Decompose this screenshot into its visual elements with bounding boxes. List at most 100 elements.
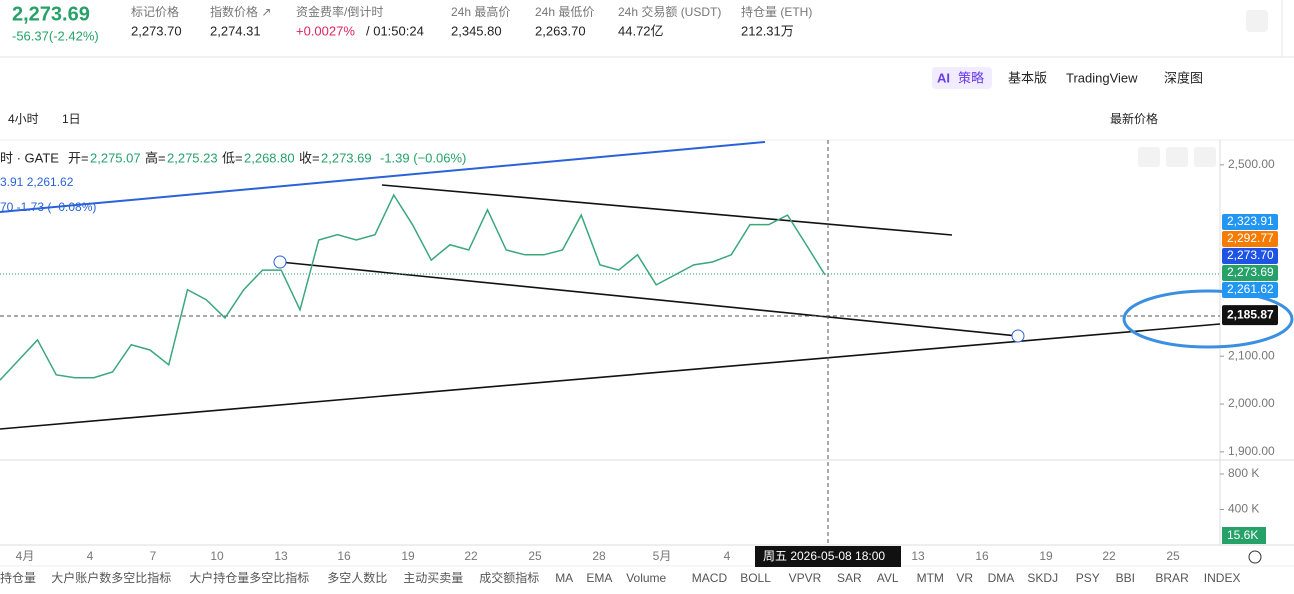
indicator-tab[interactable]: 主动买卖量 [403, 571, 463, 585]
chart-buttons [1138, 147, 1216, 167]
legend-key: 低= [222, 150, 243, 165]
indicator-tab[interactable]: 大户持仓量多空比指标 [189, 570, 309, 585]
indicator-tab[interactable]: SKDJ [1027, 571, 1058, 585]
indicator-tab[interactable]: BRAR [1155, 571, 1189, 585]
stat-label: 标记价格 [131, 4, 179, 19]
price-tag [1222, 231, 1278, 247]
legend-change: -1.39 (−0.06%) [380, 150, 466, 165]
tab[interactable]: 深度图 [1164, 70, 1203, 85]
legend-value: 2,273.69 [321, 150, 372, 165]
legend-value: 2,268.80 [244, 150, 295, 165]
stat-label: 24h 最低价 [535, 5, 594, 19]
price-mode[interactable]: 最新价格 [1110, 111, 1158, 126]
last-price: 2,273.69 [12, 3, 90, 25]
price-tag [1222, 214, 1278, 230]
price-change: -56.37(-2.42%) [12, 28, 99, 43]
x-tick-label: 13 [274, 549, 288, 563]
icon[interactable] [1246, 10, 1268, 32]
indicator-tab[interactable]: 持仓量 [0, 570, 36, 585]
interval[interactable]: 1日 [62, 112, 81, 126]
y-tick-label: 1,900.00 [1228, 444, 1275, 458]
indicator-tab[interactable]: INDEX [1204, 571, 1241, 585]
stat-value: / 01:50:24 [366, 23, 424, 38]
x-tick-label: 13 [911, 549, 925, 563]
x-tick-label: 16 [337, 549, 351, 563]
indicator-tab[interactable]: BBI [1116, 571, 1135, 585]
anchor[interactable] [273, 255, 287, 269]
indicator-tab[interactable]: VR [956, 571, 973, 585]
legend-line: 3.91 2,261.62 [0, 175, 74, 189]
price-tag [1222, 265, 1278, 281]
tab[interactable]: 基本版 [1008, 70, 1047, 85]
price-tag-label: 2,185.87 [1227, 307, 1274, 321]
settings-icon[interactable] [1248, 550, 1262, 564]
anchor[interactable] [1011, 329, 1025, 343]
indicator-tab[interactable]: MTM [917, 571, 944, 585]
legend-key: 收= [299, 150, 320, 165]
indicator-tab[interactable]: 大户账户数多空比指标 [51, 570, 171, 585]
y-tick-label: 2,500.00 [1228, 157, 1275, 171]
indicator-tab[interactable]: PSY [1076, 571, 1100, 585]
price-tag [1222, 282, 1278, 298]
indicator-tab[interactable]: MA [555, 571, 573, 585]
indicator-tab[interactable]: Volume [626, 571, 666, 585]
stat-label: 24h 交易额 (USDT) [618, 4, 721, 19]
price-tag-label: 2,273.70 [1227, 248, 1274, 262]
button[interactable] [1166, 147, 1188, 167]
x-tick-label: 19 [401, 549, 415, 563]
indicator-tab[interactable]: SAR [837, 571, 862, 585]
x-tick-label: 4 [87, 549, 94, 563]
tab[interactable]: AI [937, 70, 950, 85]
legend-line: 70 -1.73 (−0.08%) [0, 200, 96, 214]
tab-bg[interactable] [932, 67, 992, 89]
x-tick-label: 25 [528, 549, 542, 563]
interval[interactable]: 4小时 [8, 112, 39, 126]
indicator-tab[interactable]: AVL [877, 571, 899, 585]
crosshair-box [755, 546, 901, 567]
indicator-tab[interactable]: 多空人数比 [327, 570, 387, 585]
legend-symbol: 时 · GATE [0, 150, 59, 165]
x-tick-label: 28 [592, 549, 606, 563]
indicator-tab[interactable]: BOLL [740, 571, 771, 585]
stat-label: 资金费率/倒计时 [296, 4, 383, 19]
stat-value: 2,273.70 [131, 23, 182, 38]
price-line [0, 193, 826, 381]
x-tick-label: 25 [1166, 549, 1180, 563]
trend-line [381, 184, 953, 236]
x-tick-label: 16 [975, 549, 989, 563]
stat-label: 24h 最高价 [451, 4, 510, 19]
y-tick-label: 2,100.00 [1228, 348, 1275, 362]
price-tag-label: 2,292.77 [1227, 231, 1274, 245]
stat-label: 指数价格 ↗ [210, 4, 271, 19]
volume-tick-label: 400 K [1228, 502, 1259, 516]
indicator-tab[interactable]: DMA [988, 571, 1015, 585]
x-tick-label: 22 [1102, 549, 1116, 563]
price-tag [1222, 248, 1278, 264]
button[interactable] [1138, 147, 1160, 167]
tab[interactable]: 策略 [958, 70, 984, 85]
indicator-tab[interactable]: EMA [586, 571, 612, 585]
volume-tag-label: 15.6K [1227, 528, 1258, 542]
legend-key: 高= [145, 150, 166, 165]
x-tick-label: 5月 [653, 549, 672, 563]
price-tag-label: 2,261.62 [1227, 282, 1274, 296]
volume-tag [1222, 527, 1266, 544]
x-tick-label: 10 [210, 549, 224, 563]
trend-line [0, 141, 766, 213]
stat-value: 2,263.70 [535, 23, 586, 38]
stat-value: 2,345.80 [451, 23, 502, 38]
indicator-tab[interactable]: VPVR [789, 571, 822, 585]
indicator-tab[interactable]: 成交额指标 [479, 570, 539, 585]
highlight-ellipse [1122, 289, 1294, 349]
stat-value: +0.0027% [296, 23, 355, 38]
legend-value: 2,275.07 [90, 150, 141, 165]
crosshair-label: 周五 2026-05-08 18:00 [763, 549, 885, 563]
legend-value: 2,275.23 [167, 150, 218, 165]
button[interactable] [1194, 147, 1216, 167]
stat-label: 持仓量 (ETH) [741, 4, 812, 19]
tab[interactable]: TradingView [1066, 70, 1138, 85]
indicator-tab[interactable]: MACD [692, 571, 728, 585]
x-tick-label: 4月 [16, 549, 35, 563]
